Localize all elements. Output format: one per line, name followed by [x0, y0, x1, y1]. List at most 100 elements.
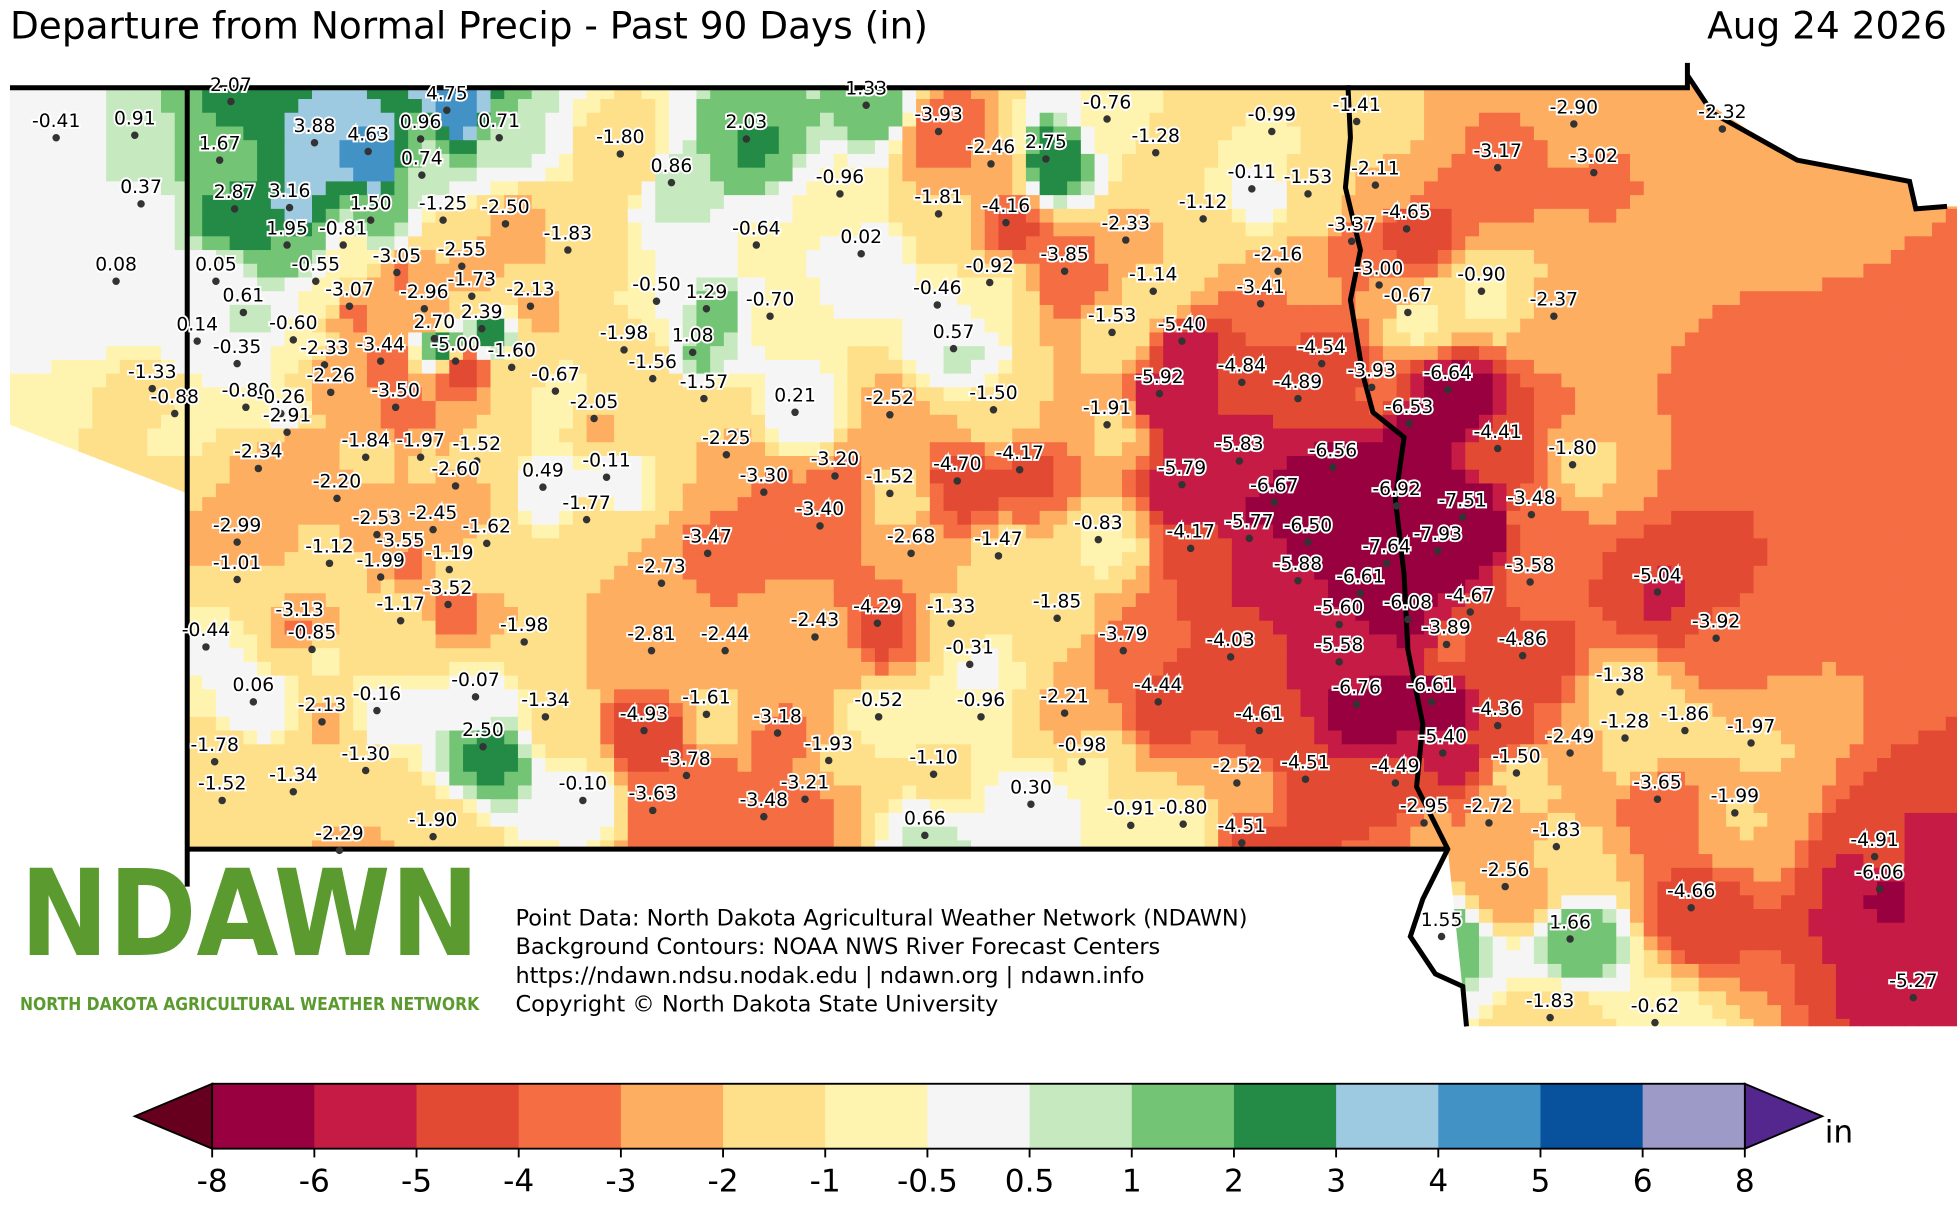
logo-subtitle: NORTH DAKOTA AGRICULTURAL WEATHER NETWOR…: [20, 994, 480, 1015]
station-value: -3.13: [275, 600, 323, 621]
station-value: -2.68: [887, 527, 935, 548]
station-dot: [1122, 236, 1129, 243]
station-value: 2.50: [462, 720, 504, 741]
station-value: -1.90: [409, 810, 457, 831]
station-dot: [290, 336, 297, 343]
station-value: -1.19: [425, 543, 473, 564]
station-value: -2.95: [1400, 796, 1448, 817]
station-dot: [721, 647, 728, 654]
station-dot: [1248, 185, 1255, 192]
station-value: -1.38: [1596, 665, 1644, 686]
station-value: 1.55: [1421, 910, 1463, 931]
station-value: -5.92: [1135, 367, 1183, 388]
station-value: -1.14: [1129, 265, 1177, 286]
station-value: -2.52: [1213, 756, 1261, 777]
station-value: -4.86: [1498, 629, 1546, 650]
station-dot: [231, 205, 238, 212]
station-value: -1.53: [1284, 167, 1332, 188]
station-dot: [1357, 590, 1364, 597]
station-dot: [1271, 498, 1278, 505]
station-value: -1.41: [1332, 95, 1380, 116]
station-value: -0.55: [292, 255, 340, 276]
station-dot: [1002, 219, 1009, 226]
station-dot: [743, 135, 750, 142]
station-dot: [495, 134, 502, 141]
station-dot: [930, 770, 937, 777]
station-value: -2.43: [791, 610, 839, 631]
colorbar-tick-label: 5: [1531, 1163, 1551, 1199]
colorbar-under: [135, 1084, 212, 1149]
station-value: -1.98: [600, 323, 648, 344]
colorbar-tick-label: 8: [1735, 1163, 1755, 1199]
colorbar-tick-label: 6: [1633, 1163, 1653, 1199]
station-value: -0.81: [319, 218, 367, 239]
station-dot: [1304, 538, 1311, 545]
station-value: -4.65: [1382, 202, 1430, 223]
colorbar-bin: [417, 1084, 520, 1149]
station-value: -1.83: [544, 223, 592, 244]
station-value: -3.21: [781, 772, 829, 793]
station-dot: [479, 743, 486, 750]
station-dot: [137, 200, 144, 207]
credit-line: https://ndawn.ndsu.nodak.edu | ndawn.org…: [515, 963, 1144, 989]
station-value: -4.03: [1206, 630, 1254, 651]
station-value: -3.18: [753, 706, 801, 727]
station-value: 2.39: [461, 302, 503, 323]
station-value: -1.53: [1088, 306, 1136, 327]
station-value: -4.51: [1218, 816, 1266, 837]
station-value: -3.02: [1570, 146, 1618, 167]
station-dot: [1368, 384, 1375, 391]
station-dot: [1439, 749, 1446, 756]
station-dot: [452, 357, 459, 364]
colorbar-bin: [1438, 1084, 1541, 1149]
station-dot: [1149, 287, 1156, 294]
colorbar-unit: in: [1825, 1115, 1853, 1151]
station-dot: [1372, 181, 1379, 188]
station-dot: [131, 131, 138, 138]
station-dot: [216, 156, 223, 163]
station-dot: [1268, 128, 1275, 135]
station-dot: [283, 241, 290, 248]
station-value: -4.54: [1298, 337, 1346, 358]
station-value: -3.93: [1347, 361, 1395, 382]
station-value: -1.85: [1033, 592, 1081, 613]
station-value: -1.83: [1532, 820, 1580, 841]
credit-line: Background Contours: NOAA NWS River Fore…: [515, 934, 1160, 960]
station-value: -2.53: [353, 508, 401, 529]
station-value: -2.44: [701, 624, 749, 645]
station-value: -0.41: [32, 111, 80, 132]
station-value: -1.12: [305, 537, 353, 558]
station-dot: [649, 807, 656, 814]
station-dot: [1566, 935, 1573, 942]
station-value: 0.30: [1010, 777, 1052, 798]
station-value: -6.50: [1284, 515, 1332, 536]
station-value: -4.44: [1134, 675, 1182, 696]
station-dot: [603, 473, 610, 480]
station-dot: [308, 646, 315, 653]
station-dot: [935, 128, 942, 135]
station-dot: [1294, 395, 1301, 402]
station-value: -3.00: [1355, 258, 1403, 279]
station-dot: [921, 832, 928, 839]
station-dot: [907, 550, 914, 557]
station-dot: [392, 404, 399, 411]
colorbar-tick-label: 3: [1326, 1163, 1346, 1199]
station-value: -2.50: [481, 197, 529, 218]
station-value: -3.20: [811, 449, 859, 470]
station-dot: [1392, 779, 1399, 786]
credits: Point Data: North Dakota Agricultural We…: [515, 906, 1247, 1018]
station-value: -4.49: [1371, 756, 1419, 777]
station-dot: [1353, 118, 1360, 125]
station-dot: [1443, 641, 1450, 648]
station-value: -2.46: [967, 137, 1015, 158]
colorbar-bin: [927, 1084, 1030, 1149]
station-dot: [990, 406, 997, 413]
station-dot: [801, 795, 808, 802]
station-dot: [218, 797, 225, 804]
station-value: -1.10: [909, 748, 957, 769]
station-value: -1.28: [1601, 711, 1649, 732]
station-value: -0.76: [1083, 92, 1131, 113]
station-dot: [1501, 883, 1508, 890]
station-value: -1.34: [521, 690, 569, 711]
station-dot: [290, 788, 297, 795]
